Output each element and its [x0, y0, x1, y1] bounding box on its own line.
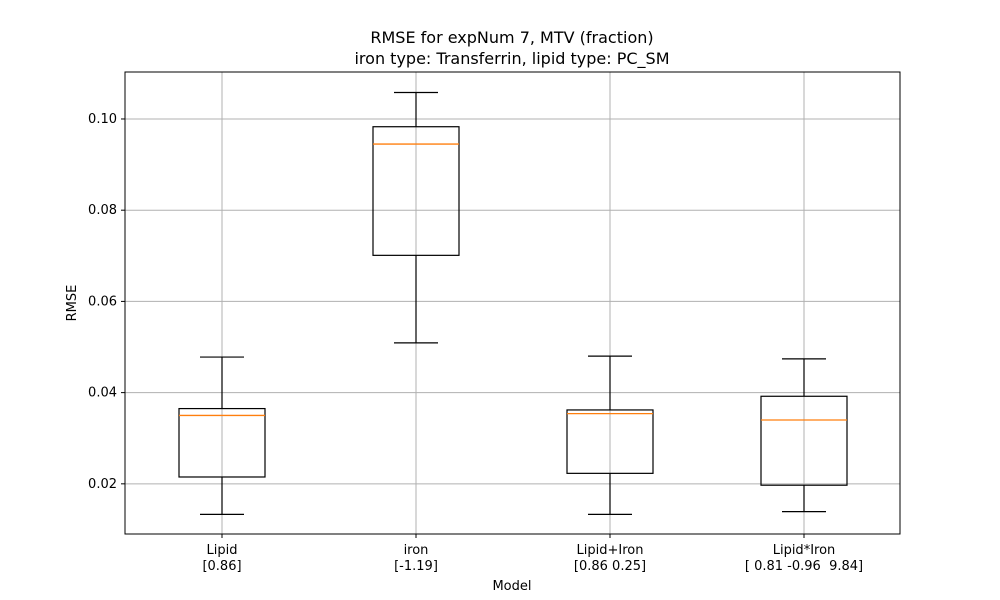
plot-frame — [124, 71, 901, 535]
y-tick-label: 0.02 — [88, 477, 117, 492]
x-tick-label: Lipid — [207, 543, 238, 558]
iqr-box — [372, 126, 460, 256]
box-2 — [372, 91, 460, 344]
iqr-box — [760, 395, 848, 486]
y-axis-label: RMSE — [65, 285, 80, 322]
x-tick-label: Lipid*Iron — [773, 543, 836, 558]
x-tick-sublabel: [0.86] — [202, 559, 241, 574]
chart-subtitle: iron type: Transferrin, lipid type: PC_S… — [354, 49, 669, 69]
x-tick-label: Lipid+Iron — [577, 543, 644, 558]
y-tick-label: 0.10 — [88, 112, 117, 127]
x-tick-sublabel: [0.86 0.25] — [574, 559, 646, 574]
y-tick-label: 0.06 — [88, 294, 117, 309]
x-axis-ticks: Lipid[0.86] iron[-1.19] Lipid+Iron[0.86 0.… — [202, 534, 863, 574]
y-tick-label: 0.04 — [88, 386, 117, 401]
chart-title: RMSE for expNum 7, MTV (fraction) — [370, 28, 653, 47]
iqr-box — [178, 407, 266, 478]
grid — [125, 72, 900, 534]
y-tick-label: 0.08 — [88, 203, 117, 218]
x-axis-label: Model — [492, 579, 531, 594]
iqr-box — [566, 409, 654, 474]
y-axis-ticks: 0.02 0.04 0.06 0.08 0.10 — [88, 112, 125, 492]
x-tick-label: iron — [404, 543, 429, 558]
box-4 — [760, 358, 848, 513]
x-tick-sublabel: [ 0.81 -0.96 9.84] — [745, 559, 863, 574]
x-tick-sublabel: [-1.19] — [394, 559, 438, 574]
box-3 — [566, 355, 654, 515]
box-series — [178, 91, 848, 515]
box-1 — [178, 356, 266, 515]
